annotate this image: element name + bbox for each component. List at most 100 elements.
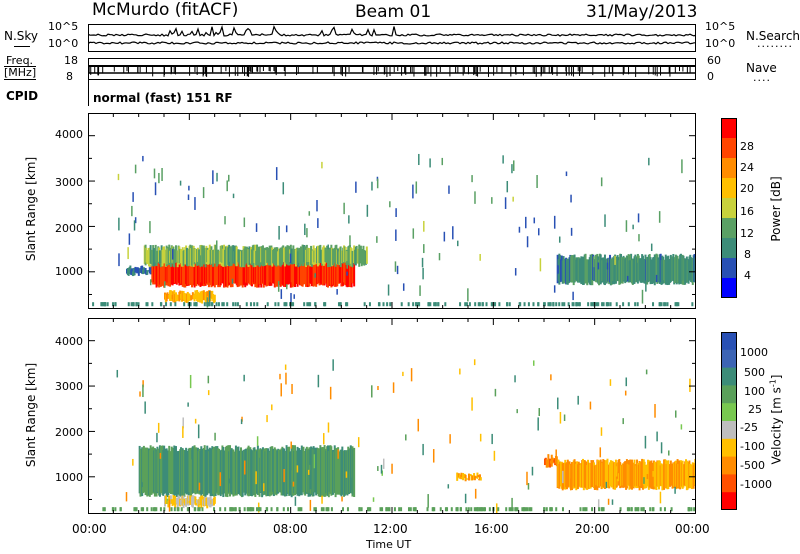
- power-colorbar-swatch: [721, 198, 737, 219]
- noise-right-label: N.Search: [746, 29, 800, 43]
- power-scatter-cell: [629, 254, 631, 261]
- power-near-range-cell: [415, 302, 418, 307]
- freq-marker: [228, 67, 230, 77]
- freq-marker: [275, 67, 277, 76]
- freq-marker: [410, 67, 412, 73]
- velocity-near-range-cell: [549, 507, 552, 512]
- freq-marker: [283, 67, 285, 72]
- velocity-scatter-cell: [198, 482, 201, 491]
- power-near-range-cell: [478, 302, 481, 307]
- power-near-range-cell: [494, 302, 497, 307]
- velocity-scatter-cell: [159, 452, 162, 459]
- freq-marker: [250, 67, 252, 72]
- power-scatter-cell: [512, 160, 515, 171]
- power-scatter-cell: [118, 253, 120, 267]
- power-cell: [353, 258, 356, 287]
- velocity-scatter-cell: [391, 463, 393, 474]
- freq-marker: [674, 67, 676, 74]
- power-near-range-cell: [245, 302, 248, 307]
- power-near-range-cell: [386, 302, 389, 307]
- velocity-scatter-cell: [377, 466, 379, 471]
- freq-marker: [386, 67, 388, 77]
- velocity-scatter-cell: [337, 449, 339, 459]
- power-scatter-cell: [194, 197, 196, 210]
- velocity-near-range-cell: [330, 507, 333, 512]
- power-scatter-cell: [212, 170, 214, 185]
- power-scatter-cell: [429, 158, 431, 168]
- velocity-scatter-cell: [372, 497, 375, 502]
- freq-marker: [257, 67, 259, 72]
- power-near-range-cell: [195, 302, 198, 307]
- power-scatter-cell: [681, 159, 683, 174]
- power-colorbar-swatch: [721, 138, 737, 159]
- power-near-range-cell: [232, 302, 235, 307]
- power-near-range-cell: [306, 302, 309, 307]
- velocity-near-range-cell: [320, 507, 323, 512]
- noise-left-underline: [14, 46, 30, 47]
- freq-panel: [88, 58, 696, 80]
- power-near-range-cell: [345, 302, 348, 307]
- velocity-colorbar-swatch: [721, 332, 737, 351]
- power-near-range-cell: [664, 302, 667, 307]
- velocity-scatter-cell: [309, 472, 312, 480]
- velocity-scatter-cell: [309, 499, 312, 511]
- xtick-2000: 20:00: [575, 522, 610, 536]
- freq-marker: [94, 67, 96, 74]
- freq-marker: [455, 67, 457, 74]
- velocity-near-range-cell: [426, 507, 429, 512]
- freq-marker: [284, 67, 286, 77]
- power-scatter-cell: [171, 248, 174, 260]
- power-colorbar-swatch: [721, 258, 737, 279]
- power-near-range-cell: [597, 302, 600, 307]
- velocity-scatter-cell: [308, 464, 311, 471]
- velocity-near-range-cell: [152, 507, 155, 512]
- velocity-colorbar-label-end: ]: [769, 374, 784, 380]
- noise-left-label: N.Sky: [4, 29, 39, 43]
- power-scatter-cell: [245, 247, 247, 254]
- velocity-cell: [479, 477, 482, 481]
- power-scatter-cell: [655, 274, 658, 283]
- power-scatter-cell: [316, 200, 318, 212]
- power-near-range-cell: [652, 302, 655, 307]
- velocity-cell: [462, 472, 465, 481]
- velocity-scatter-cell: [299, 486, 301, 494]
- xtick-2400: 00:00: [675, 522, 710, 536]
- freq-marker: [377, 67, 379, 72]
- power-scatter-cell: [133, 220, 136, 231]
- power-near-range-cell: [92, 302, 95, 307]
- freq-marker: [171, 67, 173, 73]
- freq-marker: [194, 67, 196, 72]
- power-cell: [129, 265, 132, 273]
- velocity-near-range-cell: [508, 507, 511, 512]
- power-near-range-cell: [146, 302, 149, 307]
- freq-marker: [139, 67, 141, 73]
- velocity-near-range-cell: [484, 507, 487, 512]
- power-scatter-cell: [632, 224, 634, 230]
- power-scatter-cell: [128, 233, 131, 245]
- power-near-range-cell: [675, 302, 678, 307]
- velocity-scatter-cell: [609, 379, 612, 386]
- power-near-range-cell: [429, 302, 432, 307]
- power-cb-tick-20: 20: [740, 182, 754, 195]
- power-scatter-cell: [570, 227, 573, 236]
- velocity-near-range-cell: [140, 507, 143, 512]
- velocity-near-range-cell: [198, 507, 201, 512]
- freq-marker: [345, 67, 347, 72]
- power-near-range-cell: [211, 302, 214, 307]
- velocity-near-range-cell: [238, 507, 241, 512]
- velocity-scatter-cell: [447, 484, 450, 489]
- velocity-scatter-cell: [607, 498, 610, 505]
- velocity-near-range-cell: [114, 507, 117, 512]
- velocity-near-range-cell: [112, 507, 115, 512]
- freq-marker: [654, 67, 656, 76]
- velocity-scatter-cell: [371, 385, 373, 398]
- power-scatter-cell: [158, 172, 160, 184]
- freq-marker: [449, 67, 451, 77]
- freq-marker: [163, 67, 165, 76]
- velocity-scatter-cell: [345, 471, 348, 478]
- freq-marker: [668, 67, 670, 74]
- vel-cb-tick-neg25: -25: [740, 421, 758, 434]
- velocity-cell: [164, 495, 167, 505]
- freq-marker: [473, 67, 475, 76]
- freq-marker: [212, 67, 214, 73]
